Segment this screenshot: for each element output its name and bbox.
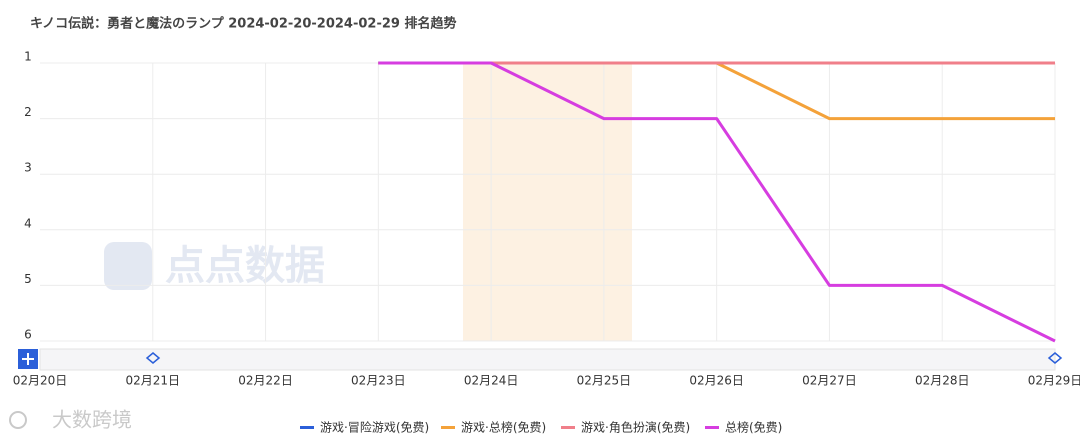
y-tick-label: 2 (24, 105, 32, 119)
x-tick-label: 02月23日 (351, 374, 406, 388)
zoom-handle[interactable] (1047, 352, 1063, 364)
x-tick-label: 02月29日 (1028, 374, 1080, 388)
watermark-text: 点点数据 (165, 243, 325, 289)
x-tick-label: 02月21日 (126, 374, 181, 388)
x-tick-label: 02月22日 (238, 374, 293, 388)
legend-label[interactable]: 游戏·角色扮演(免费) (581, 420, 690, 435)
data-zoom (18, 348, 1063, 371)
x-tick-label: 02月24日 (464, 374, 519, 388)
x-tick-label: 02月25日 (577, 374, 632, 388)
y-tick-label: 6 (24, 328, 32, 342)
x-tick-label: 02月28日 (915, 374, 970, 388)
y-tick-label: 3 (24, 161, 32, 175)
legend-label[interactable]: 游戏·冒险游戏(免费) (320, 420, 429, 435)
watermark: 点点数据 (104, 242, 325, 290)
y-tick-label: 1 (24, 50, 32, 64)
y-tick-label: 4 (24, 216, 32, 230)
footer-text: 大数跨境 (52, 408, 132, 432)
chart-title: キノコ伝説：勇者と魔法のランプ 2024-02-20-2024-02-29 排名… (30, 16, 456, 32)
x-tick-label: 02月26日 (689, 374, 744, 388)
footer-watermark: 大数跨境 (9, 408, 132, 432)
x-tick-label: 02月20日 (13, 374, 68, 388)
zoom-handle[interactable] (145, 352, 161, 364)
legend-swatch (300, 426, 314, 429)
legend-swatch (441, 426, 455, 429)
series-line (378, 61, 1056, 343)
legend-label[interactable]: 游戏·总榜(免费) (461, 420, 546, 435)
legend-swatch (561, 426, 575, 429)
x-tick-label: 02月27日 (802, 374, 857, 388)
legend-label[interactable]: 总榜(免费) (725, 420, 782, 435)
y-tick-label: 5 (24, 272, 32, 286)
legend-swatch (705, 426, 719, 429)
hover-band (463, 63, 632, 341)
